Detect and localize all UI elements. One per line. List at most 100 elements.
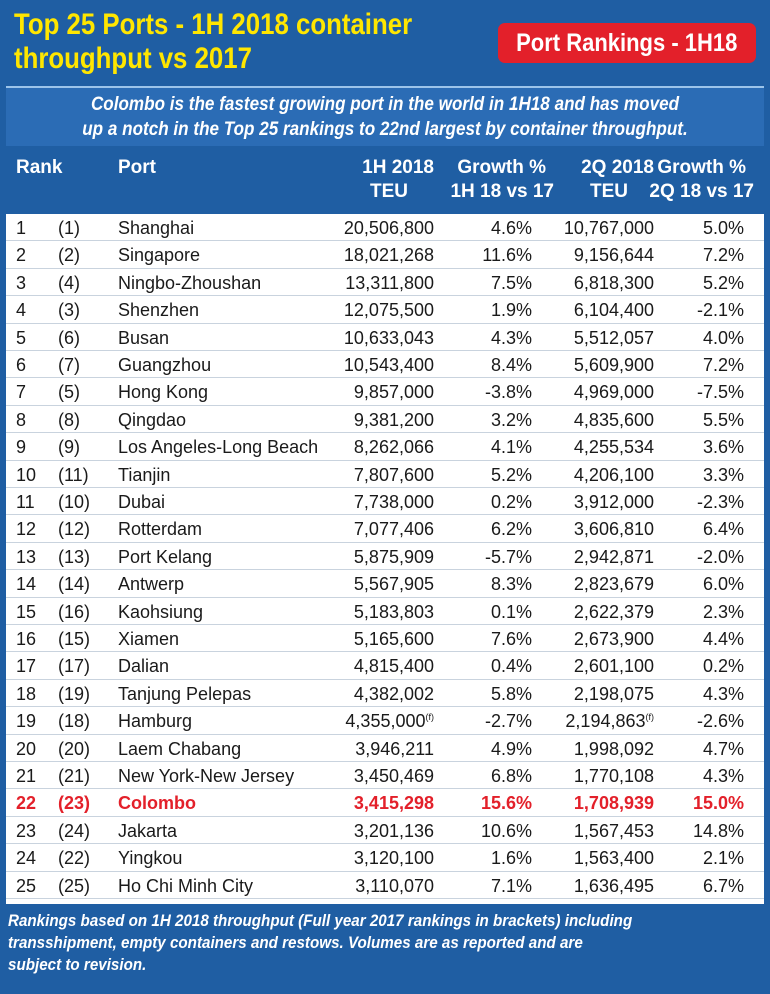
prev-rank-cell: (22) — [58, 847, 118, 869]
growth-2q-cell: 4.7% — [656, 738, 744, 760]
port-cell: Los Angeles-Long Beach — [118, 436, 338, 458]
prev-rank-cell: (4) — [58, 272, 118, 294]
growth-2q-cell-text: -2.0% — [696, 546, 744, 567]
port-cell-text: Guangzhou — [118, 355, 212, 375]
growth-1h-cell-text: 11.6% — [482, 245, 532, 266]
col-growth-1h: Growth % 1H 18 vs 17 — [436, 156, 554, 204]
prev-rank-cell-text: (17) — [58, 656, 91, 677]
teu-2q-cell: 1,708,939 — [536, 792, 654, 814]
footnote-line-3: subject to revision. — [8, 956, 147, 974]
table-row: 21 (21) New York-New Jersey 3,450,469 6.8% 1,… — [6, 762, 764, 790]
growth-1h-cell-text: 1.6% — [490, 848, 532, 869]
teu-2q-cell-text: 1,567,453 — [573, 820, 654, 841]
port-cell-text: Rotterdam — [118, 519, 203, 540]
growth-2q-cell-text: 7.2% — [702, 355, 744, 375]
prev-rank-cell: (20) — [58, 738, 118, 760]
growth-2q-cell-text: 5.0% — [702, 218, 744, 238]
teu-1h-cell-text: 5,183,803 — [353, 601, 434, 622]
table-row: 1 (1) Shanghai 20,506,800 4.6% 10,767,000 5.0% — [6, 214, 764, 242]
teu-1h-cell-text: 5,165,600 — [353, 629, 434, 649]
teu-1h-cell-text: 3,110,070 — [355, 875, 434, 896]
rankings-badge-label: Port Rankings - 1H18 — [516, 28, 738, 57]
teu-1h-cell-text: 9,857,000 — [353, 382, 434, 403]
rank-cell: 24 — [16, 847, 56, 869]
port-cell-text: Colombo — [118, 793, 196, 814]
table-row: 23 (24) Jakarta 3,201,136 10.6% 1,567,453 14.8… — [6, 817, 764, 845]
prev-rank-cell-text: (23) — [58, 793, 91, 814]
teu-2q-cell: 9,156,644 — [536, 244, 654, 266]
growth-2q-cell: 4.3% — [656, 683, 744, 705]
rank-cell-text: 23 — [16, 820, 37, 841]
teu-1h-cell: 13,311,800 — [316, 272, 434, 294]
port-cell-text: Shenzhen — [118, 300, 200, 321]
rank-cell: 5 — [16, 327, 56, 349]
teu-1h-cell-text: 4,355,000 — [345, 711, 426, 732]
teu-2q-cell-text: 5,512,057 — [573, 327, 654, 348]
teu-2q-cell-text: 3,912,000 — [573, 492, 654, 512]
prev-rank-cell: (9) — [58, 436, 118, 458]
rank-cell-text: 20 — [16, 738, 37, 759]
growth-1h-cell-text: 4.9% — [490, 738, 532, 759]
growth-2q-cell-text: -2.1% — [696, 300, 744, 321]
rank-cell-text: 21 — [16, 766, 37, 786]
port-cell-text: Xiamen — [118, 629, 180, 649]
port-cell: Port Kelang — [118, 546, 338, 568]
growth-2q-cell: 6.7% — [656, 875, 744, 897]
port-cell: New York-New Jersey — [118, 765, 338, 787]
growth-1h-cell-text: -3.8% — [484, 382, 532, 403]
prev-rank-cell-text: (2) — [58, 245, 80, 266]
col-teu-2q-line1: 2Q 2018 — [581, 157, 654, 178]
table-row: 19 (18) Hamburg 4,355,000(f) -2.7% 2,194,863(… — [6, 707, 764, 735]
rank-cell-text: 25 — [16, 875, 37, 896]
rank-cell: 14 — [16, 573, 56, 595]
rank-cell: 23 — [16, 820, 56, 842]
growth-2q-cell-text: 2.1% — [702, 848, 744, 869]
growth-2q-cell: 6.4% — [656, 518, 744, 540]
growth-2q-cell: -2.1% — [656, 299, 744, 321]
prev-rank-cell: (12) — [58, 518, 118, 540]
footnote-marker: (f) — [425, 712, 435, 723]
teu-1h-cell-text: 10,633,043 — [343, 327, 434, 348]
port-cell: Ningbo-Zhoushan — [118, 272, 338, 294]
teu-1h-cell: 5,875,909 — [316, 546, 434, 568]
prev-rank-cell-text: (6) — [58, 327, 80, 348]
rankings-table: 1 (1) Shanghai 20,506,800 4.6% 10,767,000 5.0%… — [6, 214, 764, 904]
growth-2q-cell: 4.0% — [656, 327, 744, 349]
rank-cell-text: 14 — [16, 574, 37, 595]
port-cell-text: Jakarta — [118, 820, 178, 841]
prev-rank-cell: (13) — [58, 546, 118, 568]
growth-1h-cell-text: 0.2% — [490, 492, 532, 512]
growth-1h-cell: 5.8% — [436, 683, 532, 705]
rank-cell: 4 — [16, 299, 56, 321]
teu-1h-cell: 9,857,000 — [316, 381, 434, 403]
rankings-badge: Port Rankings - 1H18 — [498, 23, 756, 63]
rank-cell: 22 — [16, 792, 56, 814]
teu-1h-cell: 8,262,066 — [316, 436, 434, 458]
prev-rank-cell: (18) — [58, 710, 118, 732]
rank-cell-text: 2 — [16, 245, 27, 266]
teu-2q-cell-text: 9,156,644 — [573, 245, 654, 266]
prev-rank-cell: (19) — [58, 683, 118, 705]
teu-2q-cell: 3,606,810 — [536, 518, 654, 540]
rank-cell-text: 16 — [16, 629, 37, 649]
rank-cell: 7 — [16, 381, 56, 403]
teu-1h-cell: 4,382,002 — [316, 683, 434, 705]
port-cell-text: Ho Chi Minh City — [118, 875, 254, 896]
growth-2q-cell: 3.6% — [656, 436, 744, 458]
port-cell: Shanghai — [118, 217, 338, 239]
growth-1h-cell: 0.2% — [436, 491, 532, 513]
table-row: 17 (17) Dalian 4,815,400 0.4% 2,601,100 0.2% — [6, 652, 764, 680]
prev-rank-cell: (11) — [58, 464, 118, 486]
growth-1h-cell: 0.1% — [436, 601, 532, 623]
teu-1h-cell: 10,543,400 — [316, 354, 434, 376]
growth-1h-cell: 4.1% — [436, 436, 532, 458]
port-cell: Ho Chi Minh City — [118, 875, 338, 897]
teu-2q-cell: 2,601,100 — [536, 655, 654, 677]
growth-2q-cell: 7.2% — [656, 354, 744, 376]
rank-cell-text: 7 — [16, 382, 27, 403]
rank-cell-text: 9 — [16, 437, 27, 458]
growth-2q-cell: 3.3% — [656, 464, 744, 486]
teu-1h-cell: 5,183,803 — [316, 601, 434, 623]
port-cell: Laem Chabang — [118, 738, 338, 760]
